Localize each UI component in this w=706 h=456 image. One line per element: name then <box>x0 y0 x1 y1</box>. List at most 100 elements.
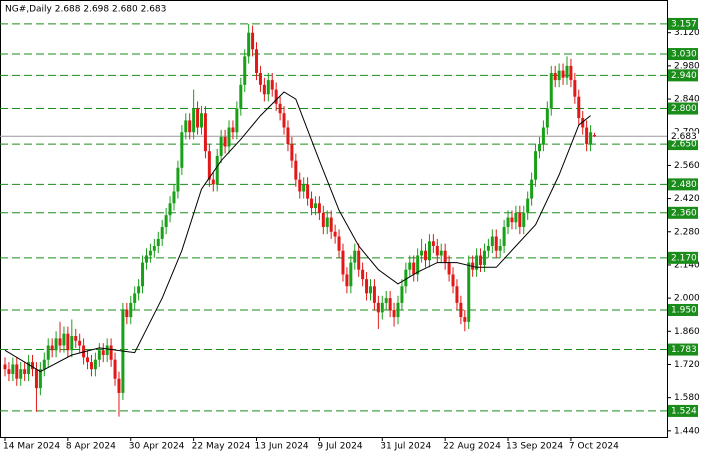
level-label-box <box>668 404 698 417</box>
candle-body <box>412 262 416 275</box>
candle-body <box>156 238 160 246</box>
level-label: 3.157 <box>671 19 697 29</box>
candle-body <box>223 136 227 147</box>
candle-body <box>306 184 310 199</box>
candle-body <box>38 369 42 389</box>
candle-body <box>172 191 176 204</box>
candle-body <box>207 151 211 180</box>
candle-body <box>270 80 274 90</box>
level-label-box <box>668 138 698 151</box>
candle-body <box>372 286 376 303</box>
candle-body <box>368 286 372 294</box>
candle-body <box>408 262 412 270</box>
candle-body <box>188 120 192 133</box>
candle-body <box>463 317 467 322</box>
candle-body <box>310 198 314 209</box>
candle-body <box>522 212 526 228</box>
y-tick-label: 1.440 <box>674 426 700 436</box>
candle-body <box>467 262 471 322</box>
level-label: 1.950 <box>671 305 697 315</box>
candle-body <box>345 274 349 287</box>
level-label: 2.170 <box>671 253 697 263</box>
candle-body <box>15 364 19 379</box>
y-tick-label: 2.980 <box>674 61 700 71</box>
candle-body <box>184 120 188 133</box>
candle-body <box>274 89 278 104</box>
candle-body <box>266 80 270 95</box>
candle-body <box>447 262 451 275</box>
candle-body <box>219 136 223 156</box>
candle-body <box>86 357 90 363</box>
candle-body <box>133 293 137 303</box>
candle-body <box>482 250 486 265</box>
candle-body <box>117 378 121 393</box>
level-label: 2.800 <box>671 104 697 114</box>
level-label-box <box>668 303 698 316</box>
candle-body <box>78 340 82 346</box>
candle-body <box>337 236 341 251</box>
candle-body <box>290 144 294 161</box>
candle-body <box>585 127 589 145</box>
candle-body <box>3 364 7 370</box>
candle-body <box>258 72 262 85</box>
level-label-box <box>668 69 698 82</box>
y-tick-label: 1.860 <box>674 327 700 337</box>
candle-body <box>282 113 286 128</box>
candle-body <box>27 362 31 374</box>
candle-body <box>589 132 593 145</box>
candle-body <box>93 359 97 370</box>
x-tick-label: 22 May 2024 <box>192 442 251 452</box>
candle-body <box>329 217 333 232</box>
candle-body <box>11 364 15 374</box>
candle-body <box>593 135 596 137</box>
y-tick-label: 2.560 <box>674 161 700 171</box>
candle-body <box>490 236 494 246</box>
candle-body <box>526 198 530 213</box>
candle-body <box>243 56 247 85</box>
candle-body <box>113 359 117 379</box>
candle-body <box>239 84 243 109</box>
candle-body <box>534 151 538 180</box>
candle-body <box>569 65 573 81</box>
x-tick-label: 7 Oct 2024 <box>569 442 619 452</box>
candle-body <box>251 32 255 50</box>
candle-body <box>129 302 133 318</box>
candle-body <box>164 215 168 228</box>
candle-body <box>325 217 329 228</box>
candle-body <box>479 255 483 265</box>
candle-body <box>333 231 337 237</box>
candle-body <box>510 217 514 223</box>
level-label-box <box>668 48 698 61</box>
level-label-box <box>668 178 698 191</box>
candle-body <box>537 144 541 152</box>
candle-body <box>427 241 431 261</box>
level-label-box <box>668 343 698 356</box>
candle-body <box>46 345 50 360</box>
candle-body <box>196 108 200 128</box>
x-tick-label: 31 Jul 2024 <box>380 442 431 452</box>
x-tick-label: 13 Jun 2024 <box>255 442 309 452</box>
y-tick-label: 3.120 <box>674 28 700 38</box>
level-label: 1.524 <box>671 406 697 416</box>
candle-body <box>148 250 152 256</box>
candle-body <box>101 350 105 356</box>
level-label-box <box>668 102 698 115</box>
candle-body <box>341 250 345 275</box>
candle-body <box>475 255 479 270</box>
candle-body <box>137 286 141 294</box>
y-tick-label: 1.720 <box>674 360 700 370</box>
candle-body <box>388 298 392 310</box>
level-label: 2.940 <box>671 71 697 81</box>
candle-body <box>530 179 534 199</box>
candle-body <box>180 132 184 168</box>
candle-body <box>160 227 164 239</box>
candle-body <box>7 369 11 374</box>
candle-body <box>353 250 357 263</box>
candle-body <box>455 286 459 303</box>
candle-body <box>514 212 518 223</box>
candle-body <box>435 245 439 256</box>
candle-body <box>109 345 113 360</box>
candle-body <box>357 250 361 270</box>
candle-body <box>557 70 561 81</box>
